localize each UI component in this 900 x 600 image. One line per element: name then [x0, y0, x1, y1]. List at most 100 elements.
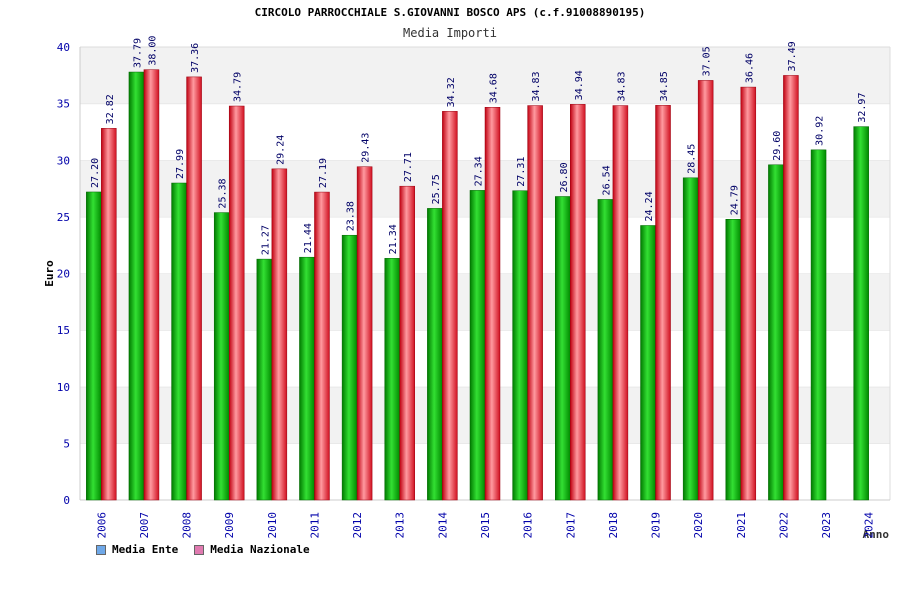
data-label: 24.24: [644, 191, 655, 221]
data-label: 34.85: [659, 71, 670, 101]
data-label: 34.32: [446, 77, 457, 107]
bar-media-nazionale: [228, 105, 245, 501]
bar-media-nazionale: [484, 106, 501, 501]
y-tick-label: 5: [63, 437, 70, 450]
data-label: 30.92: [815, 116, 826, 146]
x-tick-label: 2013: [394, 512, 407, 539]
x-tick-label: 2023: [820, 512, 833, 539]
data-label: 26.80: [559, 162, 570, 192]
bar-media-nazionale: [356, 166, 373, 501]
data-label: 27.19: [318, 158, 329, 188]
bar-media-ente: [725, 219, 742, 501]
bar-media-nazionale: [271, 168, 288, 501]
x-tick-label: 2007: [138, 512, 151, 539]
y-axis-label: Euro: [43, 260, 56, 287]
bar-media-nazionale: [570, 104, 586, 501]
data-label: 27.99: [175, 149, 186, 179]
data-label: 28.45: [687, 144, 698, 174]
data-label: 37.05: [702, 46, 713, 76]
bar-media-nazionale: [101, 128, 117, 501]
x-tick-label: 2009: [223, 512, 236, 539]
data-label: 36.46: [744, 53, 755, 83]
bar-media-nazionale: [783, 75, 799, 501]
x-tick-label: 2024: [863, 512, 876, 539]
data-label: 34.68: [489, 73, 500, 103]
bar-media-ente: [341, 234, 358, 501]
bar-media-ente: [384, 258, 400, 501]
chart-subtitle: Media Importi: [403, 26, 497, 40]
bar-media-nazionale: [314, 191, 330, 501]
bar-media-nazionale: [143, 69, 160, 501]
data-label: 27.31: [516, 157, 527, 187]
data-label: 21.34: [388, 224, 399, 254]
bar-media-ente: [128, 71, 145, 501]
data-label: 34.79: [233, 72, 244, 102]
bar-media-nazionale: [740, 86, 757, 501]
data-label: 23.38: [346, 201, 357, 231]
data-label: 21.44: [303, 223, 314, 253]
bar-media-ente: [213, 212, 230, 501]
y-tick-label: 30: [57, 154, 70, 167]
data-label: 37.79: [132, 38, 143, 68]
data-label: 24.79: [729, 185, 740, 215]
bar-media-ente: [555, 196, 571, 501]
x-tick-label: 2020: [692, 512, 705, 539]
x-tick-label: 2006: [95, 512, 108, 539]
data-label: 29.43: [361, 133, 372, 163]
data-label: 34.83: [531, 71, 542, 101]
y-tick-label: 25: [57, 211, 70, 224]
bar-media-nazionale: [186, 76, 202, 501]
data-label: 32.82: [105, 94, 116, 124]
data-label: 37.36: [190, 43, 201, 73]
x-tick-label: 2022: [777, 512, 790, 539]
legend-swatch-nazionale: [194, 544, 205, 555]
data-label: 25.38: [218, 178, 229, 208]
bar-media-nazionale: [697, 80, 714, 501]
data-label: 25.75: [431, 174, 442, 204]
x-tick-label: 2019: [650, 512, 663, 539]
bar-media-ente: [427, 208, 443, 501]
y-tick-label: 40: [57, 41, 70, 54]
bar-media-nazionale: [442, 111, 458, 501]
bar-media-nazionale: [655, 105, 671, 501]
x-tick-label: 2011: [308, 512, 321, 539]
data-label: 34.83: [616, 71, 627, 101]
data-label: 26.54: [601, 165, 612, 195]
x-tick-label: 2021: [735, 512, 748, 539]
x-tick-label: 2015: [479, 512, 492, 539]
y-tick-label: 0: [63, 494, 70, 507]
bar-media-ente: [469, 190, 486, 501]
data-label: 34.94: [574, 70, 585, 100]
bar-media-ente: [682, 177, 699, 501]
data-label: 27.71: [403, 152, 414, 182]
legend-item-ente: Media Ente: [96, 543, 178, 556]
data-label: 29.60: [772, 131, 783, 161]
bar-media-ente: [256, 258, 273, 501]
data-label: 38.00: [147, 36, 158, 66]
y-tick-label: 15: [57, 324, 70, 337]
data-label: 21.27: [260, 225, 271, 255]
y-tick-label: 10: [57, 381, 70, 394]
bar-media-ente: [597, 199, 614, 501]
x-tick-label: 2014: [436, 512, 449, 539]
x-tick-label: 2018: [607, 512, 620, 539]
bar-media-nazionale: [612, 105, 629, 501]
data-label: 27.34: [474, 156, 485, 186]
chart-title: CIRCOLO PARROCCHIALE S.GIOVANNI BOSCO AP…: [254, 6, 646, 19]
bar-media-ente: [86, 191, 102, 501]
bar-media-nazionale: [399, 185, 415, 501]
legend-label-ente: Media Ente: [112, 543, 179, 556]
legend: Media Ente Media Nazionale: [96, 543, 310, 556]
bar-media-nazionale: [527, 105, 543, 501]
bar-media-ente: [171, 182, 187, 501]
x-tick-label: 2016: [522, 512, 535, 539]
data-label: 27.20: [90, 158, 101, 188]
x-tick-label: 2008: [181, 512, 194, 539]
x-tick-label: 2012: [351, 512, 364, 539]
legend-label-nazionale: Media Nazionale: [210, 543, 310, 556]
data-label: 32.97: [857, 93, 868, 123]
bar-media-ente: [853, 126, 869, 501]
bar-media-ente: [810, 149, 827, 501]
legend-swatch-ente: [96, 544, 106, 555]
